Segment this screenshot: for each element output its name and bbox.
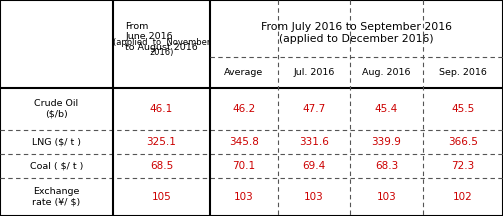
Text: 103: 103 <box>377 192 396 202</box>
Text: 45.5: 45.5 <box>451 104 475 114</box>
Text: 68.5: 68.5 <box>150 161 173 171</box>
Text: Sep. 2016: Sep. 2016 <box>439 68 487 77</box>
Text: 105: 105 <box>151 192 172 202</box>
Text: From
June 2016
to August 2016: From June 2016 to August 2016 <box>125 22 198 52</box>
Text: 68.3: 68.3 <box>375 161 398 171</box>
Text: 103: 103 <box>304 192 324 202</box>
Text: Coal ( $/ t ): Coal ( $/ t ) <box>30 162 83 170</box>
Text: (applied  to  November
2016): (applied to November 2016) <box>113 38 210 57</box>
Text: 339.9: 339.9 <box>372 137 401 147</box>
Text: Crude Oil
($/b): Crude Oil ($/b) <box>34 99 78 119</box>
Text: 345.8: 345.8 <box>229 137 259 147</box>
Text: Jul. 2016: Jul. 2016 <box>293 68 334 77</box>
Text: Aug. 2016: Aug. 2016 <box>362 68 411 77</box>
Text: 46.2: 46.2 <box>232 104 256 114</box>
Text: 70.1: 70.1 <box>232 161 256 171</box>
Text: 69.4: 69.4 <box>302 161 325 171</box>
Text: 72.3: 72.3 <box>451 161 475 171</box>
Text: 103: 103 <box>234 192 254 202</box>
Text: LNG ($/ t ): LNG ($/ t ) <box>32 138 81 146</box>
Text: From July 2016 to September 2016
(applied to December 2016): From July 2016 to September 2016 (applie… <box>261 22 452 44</box>
Text: 366.5: 366.5 <box>448 137 478 147</box>
Text: 47.7: 47.7 <box>302 104 325 114</box>
Text: Average: Average <box>224 68 264 77</box>
Text: 325.1: 325.1 <box>146 137 177 147</box>
Text: 331.6: 331.6 <box>299 137 329 147</box>
Text: 46.1: 46.1 <box>150 104 173 114</box>
Text: 102: 102 <box>453 192 473 202</box>
Text: 45.4: 45.4 <box>375 104 398 114</box>
Text: Exchange
rate (¥/ $): Exchange rate (¥/ $) <box>32 187 80 207</box>
